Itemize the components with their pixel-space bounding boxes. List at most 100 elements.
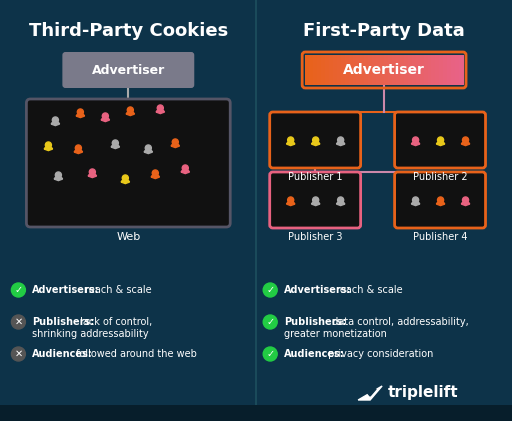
Bar — [325, 55, 329, 85]
Circle shape — [11, 283, 26, 297]
Text: Advertiser: Advertiser — [343, 63, 425, 77]
Bar — [408, 55, 412, 85]
Wedge shape — [287, 141, 295, 146]
Text: Publishers:: Publishers: — [284, 317, 347, 327]
Wedge shape — [88, 173, 96, 178]
Text: Audiences:: Audiences: — [32, 349, 93, 359]
Text: ✓: ✓ — [266, 349, 274, 359]
Text: Third-Party Cookies: Third-Party Cookies — [29, 22, 228, 40]
Wedge shape — [336, 201, 345, 205]
Bar — [451, 55, 456, 85]
Bar — [443, 55, 448, 85]
FancyBboxPatch shape — [270, 172, 360, 228]
Bar — [309, 55, 313, 85]
Text: shrinking addressability: shrinking addressability — [32, 329, 149, 339]
Bar — [420, 55, 424, 85]
Circle shape — [263, 347, 277, 361]
Bar — [396, 55, 400, 85]
Text: Publishers:: Publishers: — [32, 317, 95, 327]
Polygon shape — [364, 389, 376, 396]
Wedge shape — [287, 201, 295, 205]
Wedge shape — [121, 179, 130, 184]
Wedge shape — [461, 141, 470, 146]
Text: triplelift: triplelift — [388, 386, 459, 400]
Bar — [321, 55, 326, 85]
Bar — [360, 55, 365, 85]
FancyBboxPatch shape — [395, 112, 485, 168]
Circle shape — [288, 197, 294, 203]
Wedge shape — [436, 141, 445, 146]
Circle shape — [337, 197, 344, 203]
Bar — [400, 55, 404, 85]
Text: Advertiser: Advertiser — [92, 64, 165, 77]
Circle shape — [288, 137, 294, 143]
Wedge shape — [156, 109, 164, 114]
Bar — [329, 55, 333, 85]
Circle shape — [263, 283, 277, 297]
Circle shape — [337, 137, 344, 143]
Circle shape — [152, 170, 158, 176]
Text: Publisher 4: Publisher 4 — [413, 232, 467, 242]
Bar — [392, 55, 396, 85]
Circle shape — [11, 315, 26, 329]
FancyBboxPatch shape — [395, 172, 485, 228]
Bar — [404, 55, 408, 85]
Bar — [368, 55, 373, 85]
Bar — [428, 55, 432, 85]
Text: data control, addressability,: data control, addressability, — [329, 317, 469, 327]
Wedge shape — [54, 176, 62, 181]
Circle shape — [112, 140, 118, 146]
Circle shape — [413, 137, 419, 143]
Text: Publisher 2: Publisher 2 — [413, 172, 467, 182]
Circle shape — [46, 142, 51, 148]
Text: greater monetization: greater monetization — [284, 329, 387, 339]
Text: ✕: ✕ — [14, 317, 23, 327]
Text: First-Party Data: First-Party Data — [303, 22, 465, 40]
Bar — [388, 55, 393, 85]
Text: followed around the web: followed around the web — [73, 349, 197, 359]
Wedge shape — [412, 141, 420, 146]
Circle shape — [102, 113, 109, 119]
Circle shape — [75, 145, 81, 151]
Wedge shape — [412, 201, 420, 205]
Circle shape — [172, 139, 178, 145]
Text: Publisher 3: Publisher 3 — [288, 232, 343, 242]
Wedge shape — [144, 149, 153, 154]
Bar — [380, 55, 385, 85]
Wedge shape — [151, 174, 159, 179]
Circle shape — [462, 197, 468, 203]
Circle shape — [52, 117, 58, 123]
Circle shape — [89, 169, 95, 175]
Circle shape — [11, 347, 26, 361]
Bar — [432, 55, 436, 85]
Circle shape — [55, 172, 61, 178]
Circle shape — [438, 197, 443, 203]
FancyBboxPatch shape — [62, 52, 194, 88]
Circle shape — [313, 137, 318, 143]
Bar — [337, 55, 341, 85]
Bar — [447, 55, 452, 85]
Wedge shape — [76, 113, 84, 117]
Circle shape — [127, 107, 133, 113]
Circle shape — [182, 165, 188, 171]
Bar — [459, 55, 463, 85]
Bar — [340, 55, 345, 85]
Text: lack of control,: lack of control, — [77, 317, 153, 327]
Text: ✓: ✓ — [266, 285, 274, 295]
Text: Advertisers:: Advertisers: — [284, 285, 352, 295]
Bar — [423, 55, 428, 85]
Bar — [356, 55, 361, 85]
Text: Web: Web — [116, 232, 140, 242]
Bar — [412, 55, 416, 85]
Circle shape — [413, 197, 419, 203]
Bar — [376, 55, 380, 85]
Bar — [439, 55, 444, 85]
FancyBboxPatch shape — [270, 112, 360, 168]
Bar — [317, 55, 322, 85]
Wedge shape — [101, 117, 110, 122]
Text: Audiences:: Audiences: — [284, 349, 345, 359]
Bar — [313, 55, 317, 85]
Wedge shape — [74, 149, 82, 154]
Bar — [455, 55, 460, 85]
Text: Advertisers:: Advertisers: — [32, 285, 100, 295]
